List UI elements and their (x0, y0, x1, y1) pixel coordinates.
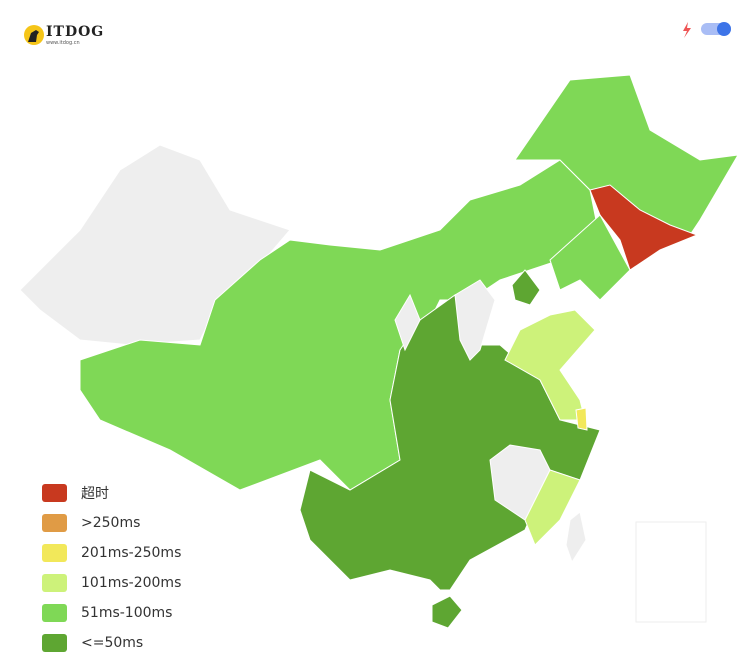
legend-item[interactable]: <=50ms (42, 628, 181, 658)
flash-icon (683, 22, 691, 38)
region (431, 595, 463, 629)
region (565, 511, 587, 564)
legend-label: 51ms-100ms (81, 605, 173, 621)
legend-swatch (42, 574, 67, 592)
logo-name: ITDOG (46, 24, 105, 40)
legend-label: 101ms-200ms (81, 575, 182, 591)
region (514, 74, 739, 236)
legend-item[interactable]: 201ms-250ms (42, 538, 181, 568)
legend: 超时 >250ms 201ms-250ms 101ms-200ms 51ms-100ms… (42, 478, 181, 658)
legend-swatch (42, 634, 67, 652)
region (589, 184, 699, 271)
legend-label: 201ms-250ms (81, 545, 182, 561)
china-map (19, 74, 739, 629)
legend-item[interactable]: 101ms-200ms (42, 568, 181, 598)
region (504, 309, 596, 421)
south-sea-box (635, 521, 707, 623)
legend-item[interactable]: 超时 (42, 478, 181, 508)
region (575, 407, 588, 431)
legend-label: >250ms (81, 515, 141, 531)
region (511, 269, 541, 306)
toggle-knob[interactable] (717, 22, 731, 36)
legend-label: 超时 (81, 486, 109, 502)
legend-label: <=50ms (81, 635, 144, 651)
region (549, 214, 631, 301)
region (524, 469, 581, 546)
legend-item[interactable]: >250ms (42, 508, 181, 538)
legend-swatch (42, 484, 67, 502)
legend-swatch (42, 514, 67, 532)
legend-item[interactable]: 51ms-100ms (42, 598, 181, 628)
logo-url: www.itdog.cn (46, 40, 80, 46)
region (454, 279, 496, 361)
legend-swatch (42, 544, 67, 562)
logo-dog (28, 30, 39, 42)
legend-swatch (42, 604, 67, 622)
region (394, 293, 421, 352)
